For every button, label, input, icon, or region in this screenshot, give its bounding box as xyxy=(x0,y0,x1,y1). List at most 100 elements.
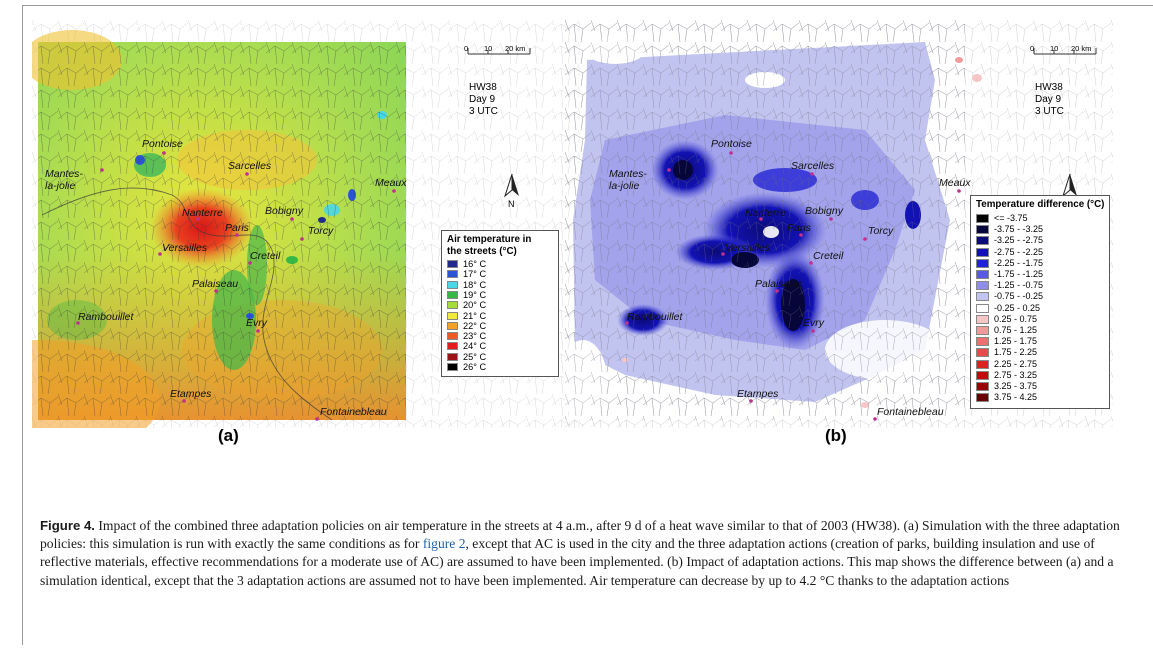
place-label: Torcy xyxy=(868,225,894,237)
legend-entry-label: 23° C xyxy=(463,331,487,342)
legend-swatch xyxy=(447,270,458,279)
legend-entry-label: 0.25 - 0.75 xyxy=(994,313,1038,324)
legend-entry-label: 2.25 - 2.75 xyxy=(994,358,1038,369)
map-panel-a: 0 10 20 km HW38 Day 9 3 UTC N Pontoise M… xyxy=(32,20,580,445)
scale-bar-a xyxy=(467,48,531,55)
legend-entry-label: 22° C xyxy=(463,320,487,331)
place-label: Sarcelles xyxy=(228,160,272,172)
legend-entry-label: 1.25 - 1.75 xyxy=(994,336,1038,347)
place-label: Creteil xyxy=(250,250,281,262)
place-label: Rambouillet xyxy=(78,311,134,323)
legend-swatch xyxy=(976,258,989,268)
place-label: Versailles xyxy=(725,242,771,254)
figure-reference-link[interactable]: figure 2 xyxy=(422,536,466,552)
legend-entry-label: 26° C xyxy=(463,362,487,372)
legend-swatch xyxy=(976,382,989,391)
legend-entry-label: -2.75 - -2.25 xyxy=(994,246,1044,257)
legend-swatch xyxy=(976,337,989,347)
legend-title-line: the streets (°C) xyxy=(447,246,517,257)
legend-swatch xyxy=(976,281,989,291)
legend-entry-label: -0.25 - 0.25 xyxy=(994,302,1041,313)
legend-swatch xyxy=(976,270,989,279)
legend-entry-label: 20° C xyxy=(463,300,487,311)
legend-swatch xyxy=(447,352,458,361)
place-label: Fontainebleau xyxy=(320,406,387,418)
legend-entry-label: 1.75 - 2.25 xyxy=(994,347,1038,358)
legend-swatch xyxy=(976,236,989,246)
legend-entry-label: -1.25 - -0.75 xyxy=(994,280,1044,291)
place-label: Paris xyxy=(787,222,811,234)
figure-caption: Figure 4. Impact of the combined three a… xyxy=(40,517,1130,590)
legend-entry-label: 25° C xyxy=(463,351,487,362)
place-label: Bobigny xyxy=(805,205,843,217)
run-info-line: 3 UTC xyxy=(1035,106,1064,117)
legend-swatch xyxy=(976,314,989,324)
legend-entry-label: -3.75 - -3.25 xyxy=(994,224,1044,235)
legend-swatch xyxy=(447,311,458,320)
place-label: Sarcelles xyxy=(791,160,835,172)
legend-entry-label: -3.25 - -2.75 xyxy=(994,235,1044,246)
legend-swatch xyxy=(976,214,989,223)
place-label: Nanterre xyxy=(182,207,223,219)
legend-swatch xyxy=(447,321,458,330)
place-label: Palaiseau xyxy=(755,278,802,290)
run-info-line: HW38 xyxy=(1035,82,1063,93)
legend-entry-label: 0.75 - 1.25 xyxy=(994,325,1038,335)
legend-a: Air temperature in the streets (°C) 16° … xyxy=(441,230,559,377)
run-info-line: Day 9 xyxy=(469,94,496,105)
legend-swatch xyxy=(976,393,989,403)
legend-entry-label: 18° C xyxy=(463,279,487,290)
scale-tick-0: 0 xyxy=(1030,44,1035,53)
legend-swatch xyxy=(447,260,458,268)
place-label: Evry xyxy=(246,317,267,329)
place-label: Creteil xyxy=(813,250,844,262)
run-info-line: Day 9 xyxy=(1035,94,1062,105)
panel-label-a: (a) xyxy=(218,426,239,445)
scale-tick-10: 10 xyxy=(1050,44,1059,53)
figure-label: Figure 4. xyxy=(40,518,95,533)
figure-frame-top xyxy=(22,5,1153,6)
legend-entry-label: 3.25 - 3.75 xyxy=(994,381,1038,391)
scale-tick-0: 0 xyxy=(464,44,469,53)
panel-label-b: (b) xyxy=(825,426,847,445)
legend-swatch xyxy=(976,292,989,302)
place-label: Rambouillet xyxy=(627,311,683,323)
scale-tick-10: 10 xyxy=(484,44,493,53)
legend-entry-label: 17° C xyxy=(463,269,487,280)
legend-entry-label: -2.25 - -1.75 xyxy=(994,257,1044,268)
place-markers-a xyxy=(76,151,396,421)
place-label: Versailles xyxy=(162,242,208,254)
legend-swatch xyxy=(976,247,989,257)
caption-text-part1: Impact of the combined three adaptation … xyxy=(40,518,1120,552)
scale-tick-20: 20 km xyxy=(1071,44,1092,53)
legend-entry-label: 24° C xyxy=(463,341,487,352)
legend-swatch xyxy=(976,225,989,235)
legend-entry-label: -1.75 - -1.25 xyxy=(994,269,1044,279)
run-info-a: HW38 Day 9 3 UTC xyxy=(469,82,498,118)
place-label: Meaux xyxy=(939,177,971,189)
place-label: Mantes-la-jolie xyxy=(609,168,647,192)
legend-swatch xyxy=(976,359,989,369)
legend-title-line: Temperature difference (°C) xyxy=(976,199,1105,210)
legend-swatch xyxy=(447,290,458,299)
legend-swatch xyxy=(447,301,458,310)
legend-title: Temperature difference (°C) xyxy=(976,199,1104,211)
figure-frame-left xyxy=(22,5,23,645)
run-info-line: HW38 xyxy=(469,82,497,93)
place-label: Etampes xyxy=(737,388,779,400)
place-markers-b xyxy=(625,151,961,421)
run-info-line: 3 UTC xyxy=(469,106,498,117)
legend-entry-label: 2.75 - 3.25 xyxy=(994,369,1038,380)
place-label: Evry xyxy=(803,317,824,329)
place-label: Mantes-la-jolie xyxy=(45,168,83,192)
north-label: N xyxy=(508,199,515,209)
place-label: Pontoise xyxy=(711,138,752,150)
place-label: Pontoise xyxy=(142,138,183,150)
scale-tick-20: 20 km xyxy=(505,44,526,53)
place-label: Torcy xyxy=(308,225,334,237)
run-info-b: HW38 Day 9 3 UTC xyxy=(1035,82,1064,118)
legend-entry-label: 3.75 - 4.25 xyxy=(994,392,1038,403)
legend-swatch xyxy=(447,342,458,351)
legend-swatch xyxy=(447,363,458,371)
legend-entry-label: <= -3.75 xyxy=(994,213,1028,223)
